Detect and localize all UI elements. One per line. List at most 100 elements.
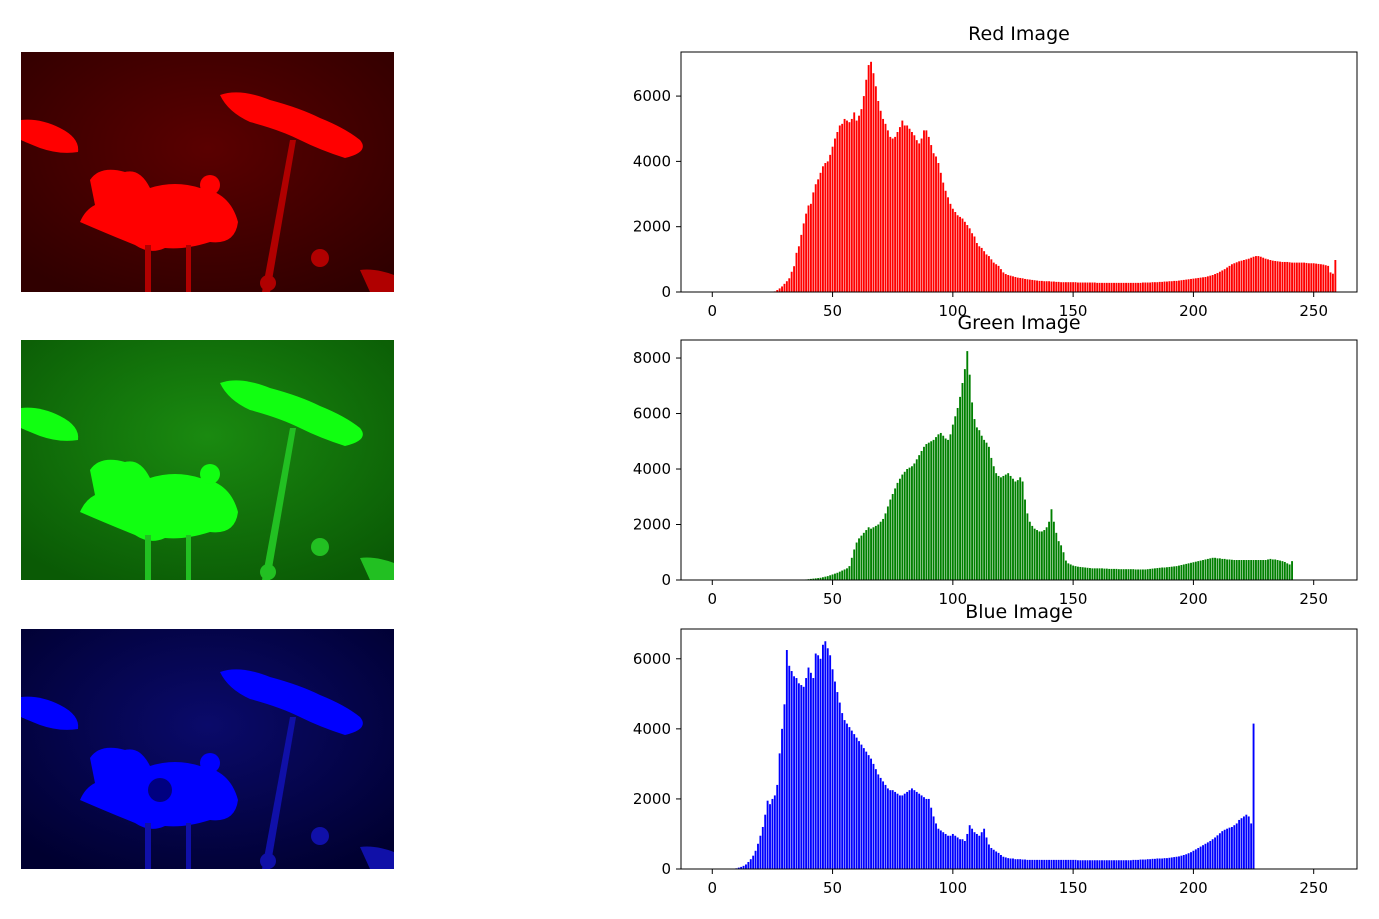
red-bar	[1141, 282, 1144, 292]
red-bar	[1303, 262, 1306, 292]
blue-bar	[1122, 860, 1125, 869]
blue-bar	[1014, 859, 1017, 869]
red-bar	[1113, 282, 1115, 292]
blue-bar	[1139, 859, 1142, 869]
blue-bar	[1180, 855, 1183, 869]
red-bar	[824, 163, 827, 292]
blue-bar	[773, 795, 776, 869]
blue-bar	[819, 658, 822, 869]
blue-bar	[961, 839, 964, 869]
red-bar	[920, 138, 923, 292]
red-bar	[1002, 272, 1005, 292]
green-bar	[1129, 569, 1132, 580]
blue-bar	[769, 804, 771, 869]
red-bar	[1033, 280, 1036, 292]
red-bar	[809, 203, 812, 292]
red-bar	[1262, 257, 1265, 292]
blue-bar	[925, 798, 928, 869]
green-bar	[1084, 567, 1087, 580]
blue-bar	[870, 758, 872, 869]
green-bar	[1274, 559, 1277, 580]
green-xtick-label: 100	[939, 590, 968, 608]
green-bar	[874, 525, 877, 580]
green-bar	[1235, 560, 1238, 580]
green-bar	[879, 521, 882, 580]
blue-bar	[860, 744, 863, 869]
red-bar	[971, 233, 974, 292]
blue-bar	[896, 793, 899, 869]
blue-bar	[1170, 857, 1173, 869]
red-bar	[1055, 281, 1058, 292]
red-bar	[776, 290, 779, 292]
red-bar	[1206, 276, 1209, 292]
green-bar	[1007, 473, 1010, 580]
red-bar	[1199, 277, 1202, 292]
red-bar	[1137, 282, 1140, 292]
red-bar	[1120, 282, 1123, 292]
green-bar	[975, 427, 978, 580]
green-bar	[1209, 558, 1212, 580]
blue-bar	[1036, 859, 1038, 869]
blue-xtick-label: 150	[1059, 879, 1088, 897]
green-bar	[1173, 566, 1176, 580]
red-bar	[1161, 281, 1164, 292]
blue-bar	[947, 835, 949, 869]
green-bar	[822, 577, 824, 580]
green-bar	[1103, 568, 1106, 580]
green-bar	[930, 441, 933, 580]
green-bar	[906, 469, 909, 580]
red-bar	[1081, 282, 1084, 292]
blue-bar	[1141, 859, 1144, 869]
red-bar	[1038, 280, 1041, 292]
red-bar	[923, 130, 925, 292]
red-bar	[1091, 282, 1094, 292]
blue-bar	[826, 648, 829, 869]
green-bar	[858, 538, 860, 580]
red-bar	[949, 203, 952, 292]
green-bar	[1132, 569, 1135, 580]
green-bar	[1255, 560, 1257, 580]
red-bar	[1000, 269, 1002, 292]
green-bar	[1067, 563, 1070, 580]
green-bar	[1245, 560, 1248, 580]
green-bar	[995, 473, 998, 580]
blue-bar	[1026, 859, 1029, 869]
red-bar	[797, 246, 800, 292]
red-bar	[1317, 263, 1320, 292]
red-bar	[843, 118, 846, 292]
blue-bar	[980, 832, 983, 869]
blue-histogram: Blue Image 0 50 100 150 200 250 0 2000 4000 6000	[633, 601, 1358, 897]
red-bar	[927, 136, 930, 292]
red-bar	[1259, 256, 1262, 292]
blue-bar	[1127, 860, 1130, 869]
blue-bar	[1175, 856, 1178, 869]
blue-bar	[1202, 845, 1204, 869]
green-histogram-title: Green Image	[957, 312, 1080, 334]
green-bar	[850, 557, 853, 580]
red-bar	[1305, 262, 1308, 292]
blue-bar	[802, 686, 805, 869]
red-bar	[1060, 282, 1063, 292]
green-bar	[1139, 569, 1142, 580]
red-bar	[1187, 279, 1190, 292]
green-flower-shapes	[21, 380, 363, 541]
green-bars	[802, 351, 1293, 580]
blue-bar	[956, 837, 959, 869]
green-bar	[846, 568, 848, 580]
red-bar	[1040, 280, 1043, 292]
green-bar	[1064, 560, 1067, 580]
blue-bar	[1238, 819, 1241, 869]
green-bar	[1052, 521, 1055, 580]
blue-bar	[1105, 860, 1108, 869]
blue-bar	[1064, 859, 1067, 869]
blue-bar	[800, 685, 803, 869]
blue-bar	[1185, 854, 1188, 869]
red-bar	[1295, 262, 1298, 292]
red-bar	[1084, 282, 1087, 292]
blue-bar	[1209, 840, 1212, 869]
red-bar	[1334, 260, 1337, 292]
red-bar	[785, 281, 788, 292]
blue-bar	[1040, 859, 1043, 869]
blue-xtick-label: 250	[1299, 879, 1328, 897]
green-bar	[1187, 563, 1190, 580]
